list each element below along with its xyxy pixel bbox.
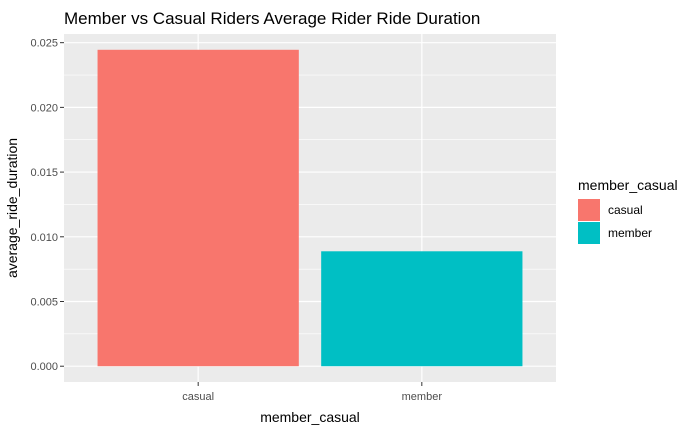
bars <box>97 49 523 367</box>
y-tick-label: 0.015 <box>30 167 58 179</box>
x-axis-title: member_casual <box>260 409 360 425</box>
bar-member <box>321 251 523 367</box>
y-axis-title: average_ride_duration <box>4 138 20 278</box>
bar-casual <box>97 49 299 367</box>
x-axis: casual member <box>182 382 442 403</box>
legend-key-member <box>578 222 600 244</box>
x-tick-label: casual <box>182 391 214 403</box>
y-tick-label: 0.005 <box>30 297 58 309</box>
y-tick-label: 0.000 <box>30 361 58 373</box>
y-tick-label: 0.025 <box>30 38 58 50</box>
chart-title: Member vs Casual Riders Average Rider Ri… <box>64 9 480 28</box>
legend-title: member_casual <box>578 177 678 193</box>
legend-label-casual: casual <box>608 203 643 217</box>
legend-key-casual <box>578 199 600 221</box>
legend-label-member: member <box>608 226 652 240</box>
legend: member_casual casual member <box>578 177 678 244</box>
y-tick-label: 0.010 <box>30 232 58 244</box>
y-axis: 0.000 0.005 0.010 0.015 0.020 0.025 <box>30 38 64 373</box>
y-tick-label: 0.020 <box>30 102 58 114</box>
x-tick-label: member <box>402 391 443 403</box>
